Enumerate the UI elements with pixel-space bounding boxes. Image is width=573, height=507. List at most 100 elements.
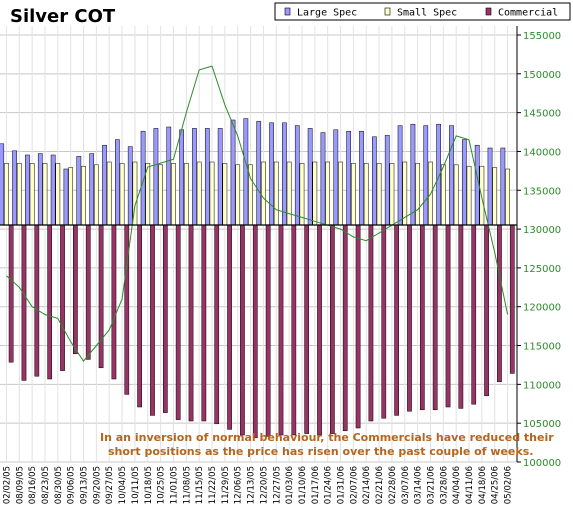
bar-small-spec — [338, 161, 343, 226]
bar-large-spec — [449, 125, 454, 226]
bar-large-spec — [102, 144, 107, 226]
x-tick-label: 11/29/05 — [221, 466, 231, 504]
bar-commercial — [98, 224, 104, 369]
annotation-line-2: short positions as the price has risen o… — [108, 445, 533, 458]
bar-large-spec — [269, 122, 274, 226]
bar-large-spec — [63, 168, 69, 226]
y-tick-label: 135000 — [523, 186, 561, 197]
bar-small-spec — [106, 161, 112, 226]
bar-commercial — [214, 224, 220, 425]
x-tick-label: 10/18/05 — [144, 466, 154, 504]
bar-large-spec — [89, 153, 95, 226]
bar-small-spec — [171, 163, 176, 226]
bar-commercial — [407, 224, 412, 412]
bar-large-spec — [115, 139, 120, 226]
bar-commercial — [240, 224, 245, 436]
x-tick-label: 02/14/06 — [362, 466, 372, 504]
bar-small-spec — [376, 163, 382, 226]
x-tick-label: 09/27/05 — [105, 466, 115, 504]
x-tick-label: 04/11/06 — [465, 466, 475, 504]
x-tick-label: 04/25/06 — [491, 466, 501, 504]
bar-commercial — [381, 224, 387, 419]
x-tick-label: 01/17/06 — [311, 466, 321, 504]
bar-commercial — [175, 224, 181, 420]
bar-small-spec — [325, 161, 331, 226]
bar-large-spec — [127, 146, 133, 226]
y-tick-label: 155000 — [523, 31, 561, 42]
bar-small-spec — [29, 163, 35, 226]
bar-large-spec — [243, 118, 249, 226]
bar-small-spec — [312, 161, 318, 226]
x-tick-label: 10/11/05 — [131, 466, 141, 504]
x-tick-label: 04/04/06 — [452, 466, 462, 504]
x-tick-label: 04/18/06 — [478, 466, 488, 504]
bar-large-spec — [50, 154, 56, 226]
bar-commercial — [85, 224, 91, 360]
bar-small-spec — [94, 164, 99, 226]
x-tick-label: 08/30/05 — [54, 466, 64, 504]
x-tick-label: 10/04/05 — [118, 466, 128, 504]
bar-commercial — [484, 224, 489, 397]
bar-large-spec — [346, 130, 352, 226]
x-tick-label: 02/21/06 — [375, 466, 385, 504]
x-tick-label: 11/15/05 — [195, 466, 205, 504]
bar-small-spec — [453, 164, 459, 226]
bar-commercial — [265, 224, 271, 437]
bar-commercial — [445, 224, 451, 408]
bar-small-spec — [81, 165, 86, 226]
bar-large-spec — [76, 156, 82, 226]
bar-commercial — [252, 224, 258, 439]
x-tick-label: 08/23/05 — [41, 466, 51, 504]
bar-small-spec — [505, 168, 510, 226]
legend-label-commercial: Commercial — [498, 8, 558, 19]
legend-swatch-small-spec — [384, 7, 391, 16]
bar-large-spec — [487, 147, 493, 226]
bar-small-spec — [222, 163, 228, 226]
bar-commercial — [21, 224, 27, 381]
y-tick-label: 130000 — [523, 225, 561, 236]
bar-commercial — [227, 224, 232, 430]
bar-large-spec — [12, 150, 17, 226]
x-tick-label: 12/13/05 — [247, 466, 257, 504]
x-tick-label: 02/28/06 — [388, 466, 398, 504]
bar-small-spec — [492, 167, 498, 226]
y-tick-label: 115000 — [523, 342, 561, 353]
x-tick-label: 09/13/05 — [80, 466, 90, 504]
x-tick-label: 01/31/06 — [337, 466, 347, 504]
x-tick-label: 02/02/05 — [2, 466, 12, 504]
bar-large-spec — [320, 132, 326, 226]
bar-large-spec — [192, 128, 197, 226]
bar-commercial — [34, 224, 40, 377]
bar-small-spec — [42, 163, 48, 226]
bar-large-spec — [0, 143, 5, 226]
bar-small-spec — [196, 161, 202, 226]
x-tick-label: 11/22/05 — [208, 466, 218, 504]
bar-commercial — [124, 224, 130, 395]
y-tick-label: 110000 — [523, 380, 561, 391]
bar-large-spec — [397, 125, 403, 226]
bar-commercial — [8, 224, 14, 363]
bar-commercial — [201, 224, 207, 422]
bar-small-spec — [389, 163, 395, 226]
bar-small-spec — [119, 163, 125, 226]
bar-large-spec — [217, 128, 223, 226]
bar-large-spec — [333, 129, 339, 226]
x-tick-label: 08/09/05 — [15, 466, 25, 504]
x-tick-label: 11/01/05 — [169, 466, 179, 504]
bar-small-spec — [351, 163, 356, 226]
x-tick-label: 03/28/06 — [439, 466, 449, 504]
bar-commercial — [60, 224, 65, 371]
bar-small-spec — [466, 165, 472, 226]
bar-large-spec — [179, 129, 184, 226]
x-tick-label: 01/10/06 — [298, 466, 308, 504]
bar-large-spec — [25, 154, 30, 226]
bar-large-spec — [204, 128, 210, 226]
bar-small-spec — [4, 163, 9, 226]
y-tick-label: 125000 — [523, 264, 561, 275]
chart-title: Silver COT — [10, 6, 116, 27]
bar-commercial — [162, 224, 168, 413]
bar-large-spec — [37, 153, 43, 226]
x-tick-label: 12/06/05 — [234, 466, 244, 504]
bar-small-spec — [55, 163, 61, 226]
